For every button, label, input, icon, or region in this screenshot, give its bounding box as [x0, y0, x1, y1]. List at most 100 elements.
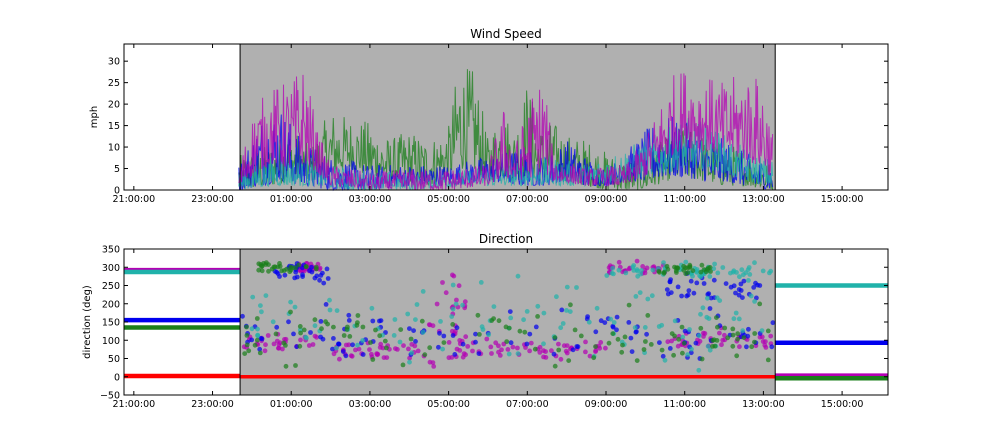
direction-point-blue — [570, 347, 576, 353]
direction-point-green — [400, 362, 406, 368]
direction-point-cyan — [515, 351, 521, 356]
direction-point-cyan — [255, 332, 261, 338]
direction-point-magenta — [496, 343, 501, 349]
direction-point-cyan — [696, 367, 702, 373]
direction-point-green — [680, 350, 685, 356]
direction-point-blue — [629, 349, 635, 354]
direction-point-blue — [346, 312, 352, 318]
direction-point-blue — [657, 340, 662, 345]
direction-point-green — [568, 302, 573, 308]
x-tick-label: 01:00:00 — [270, 194, 313, 205]
direction-point-magenta — [527, 348, 532, 354]
direction-point-green — [293, 363, 298, 368]
direction-point-cyan — [630, 264, 636, 270]
direction-point-green — [319, 326, 324, 332]
direction-point-cyan — [288, 299, 293, 305]
direction-point-green — [273, 331, 279, 337]
direction-point-magenta — [380, 345, 386, 351]
direction-point-green — [419, 318, 425, 324]
direction-point-magenta — [598, 340, 604, 345]
direction-point-green — [506, 325, 512, 331]
direction-point-green — [685, 270, 691, 275]
direction-point-blue — [741, 278, 747, 284]
direction-point-green — [687, 262, 693, 268]
direction-point-magenta — [537, 344, 543, 350]
direction-point-cyan — [409, 350, 415, 356]
direction-point-green — [656, 268, 662, 274]
direction-point-magenta — [470, 348, 475, 354]
direction-point-magenta — [337, 356, 342, 362]
direction-point-blue — [634, 329, 639, 334]
direction-point-magenta — [434, 301, 440, 307]
x-tick-label: 09:00:00 — [585, 194, 628, 205]
direction-point-green — [622, 334, 628, 340]
direction-point-cyan — [611, 320, 617, 325]
direction-point-magenta — [456, 283, 462, 289]
direction-point-cyan — [486, 332, 491, 338]
direction-point-magenta — [496, 349, 501, 355]
wind-speed-series-group — [238, 69, 774, 192]
direction-point-cyan — [460, 302, 465, 308]
direction-point-green — [242, 351, 248, 356]
direction-point-cyan — [656, 324, 662, 329]
y-tick-label: 10 — [108, 143, 120, 154]
direction-point-magenta — [369, 351, 374, 357]
direction-point-magenta — [717, 330, 722, 336]
direction-point-blue — [476, 351, 482, 356]
direction-point-cyan — [392, 317, 398, 322]
direction-point-blue — [664, 287, 670, 292]
direction-point-green — [690, 268, 696, 274]
direction-point-green — [730, 332, 736, 338]
direction-point-green — [312, 317, 318, 323]
direction-point-magenta — [640, 264, 646, 269]
direction-point-magenta — [276, 345, 281, 351]
direction-point-magenta — [407, 355, 412, 361]
direction-point-cyan — [608, 316, 614, 322]
direction-point-magenta — [443, 290, 449, 296]
direction-point-blue — [585, 314, 590, 319]
direction-point-cyan — [564, 308, 569, 313]
direction-point-cyan — [760, 268, 766, 274]
direction-point-cyan — [623, 270, 629, 276]
direction-point-cyan — [259, 309, 264, 315]
direction-point-cyan — [450, 306, 456, 312]
direction-point-green — [341, 333, 347, 338]
y-tick-label: 30 — [108, 57, 120, 68]
y-tick-label: 20 — [108, 100, 120, 111]
direction-point-green — [699, 356, 705, 362]
direction-point-magenta — [564, 343, 570, 348]
direction-point-green — [398, 327, 404, 332]
direction-point-magenta — [465, 344, 471, 349]
direction-point-green — [620, 342, 625, 348]
x-tick-label: 03:00:00 — [349, 399, 392, 410]
wind-speed-axes-frame — [123, 43, 889, 191]
direction-point-cyan — [759, 328, 765, 333]
direction-point-blue — [723, 281, 729, 286]
direction-point-magenta — [556, 341, 561, 347]
direction-point-cyan — [391, 333, 397, 338]
direction-point-blue — [736, 292, 742, 298]
direction-point-cyan — [515, 273, 521, 279]
direction-point-magenta — [353, 347, 358, 353]
direction-point-blue — [679, 293, 684, 299]
direction-point-green — [683, 265, 688, 271]
direction-point-green — [264, 260, 269, 266]
direction-point-green — [672, 264, 677, 270]
direction-point-magenta — [298, 337, 303, 343]
direction-point-blue — [370, 318, 376, 324]
direction-point-magenta — [505, 347, 511, 352]
direction-point-magenta — [489, 351, 494, 356]
direction-point-blue — [733, 290, 738, 296]
direction-point-magenta — [541, 354, 546, 360]
direction-point-green — [496, 318, 502, 324]
direction-point-magenta — [543, 349, 548, 354]
direction-point-green — [313, 266, 319, 272]
direction-point-blue — [602, 320, 608, 325]
direction-point-cyan — [478, 280, 484, 285]
direction-point-green — [641, 347, 647, 352]
direction-point-magenta — [603, 345, 608, 351]
direction-point-magenta — [317, 265, 323, 271]
direction-point-blue — [682, 328, 688, 334]
direction-point-cyan — [574, 285, 579, 290]
direction-point-green — [552, 363, 558, 369]
